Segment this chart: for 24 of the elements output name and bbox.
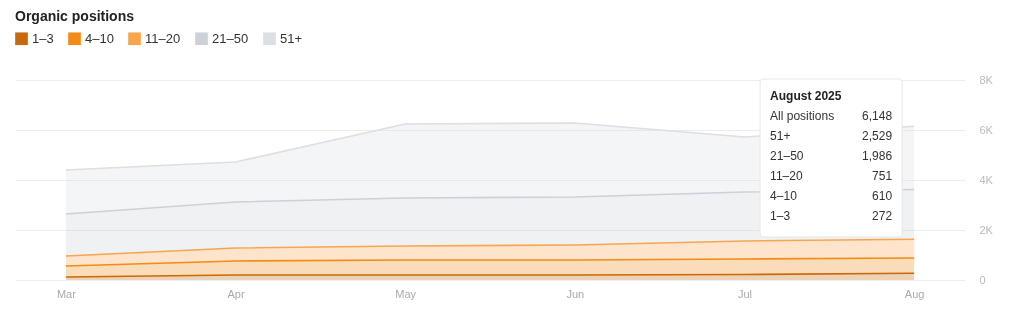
legend-label: 1–3 — [32, 30, 54, 46]
y-tick-label: 2K — [979, 223, 994, 236]
x-tick-label: Jul — [737, 287, 752, 300]
y-tick-label: 6K — [979, 123, 994, 136]
text: 1–3 272 — [770, 209, 893, 223]
x-tick-label: Jun — [566, 287, 585, 300]
x-tick-label: Mar — [56, 287, 77, 300]
x-tick-label: Apr — [227, 287, 245, 300]
legend-label: 4–10 — [85, 30, 114, 46]
legend-label: 21–50 — [212, 30, 249, 46]
chart-title: Organic positions — [15, 8, 135, 24]
x-tick-label: Aug — [904, 287, 925, 300]
text: 11–20 751 — [770, 169, 893, 183]
text: 4–10 610 — [770, 189, 893, 203]
text: 21–50 1,986 — [770, 149, 893, 163]
text: 51+ 2,529 — [770, 129, 893, 143]
legend-label: 11–20 — [145, 30, 181, 46]
y-tick-label: 4K — [979, 173, 994, 186]
x-tick-label: May — [395, 287, 417, 300]
y-tick-label: 8K — [979, 73, 994, 86]
annotation: August 2025 — [770, 89, 842, 103]
text: All positions 6,148 — [770, 109, 893, 123]
legend-label: 51+ — [280, 30, 303, 46]
y-tick-label: 0 — [979, 273, 986, 286]
